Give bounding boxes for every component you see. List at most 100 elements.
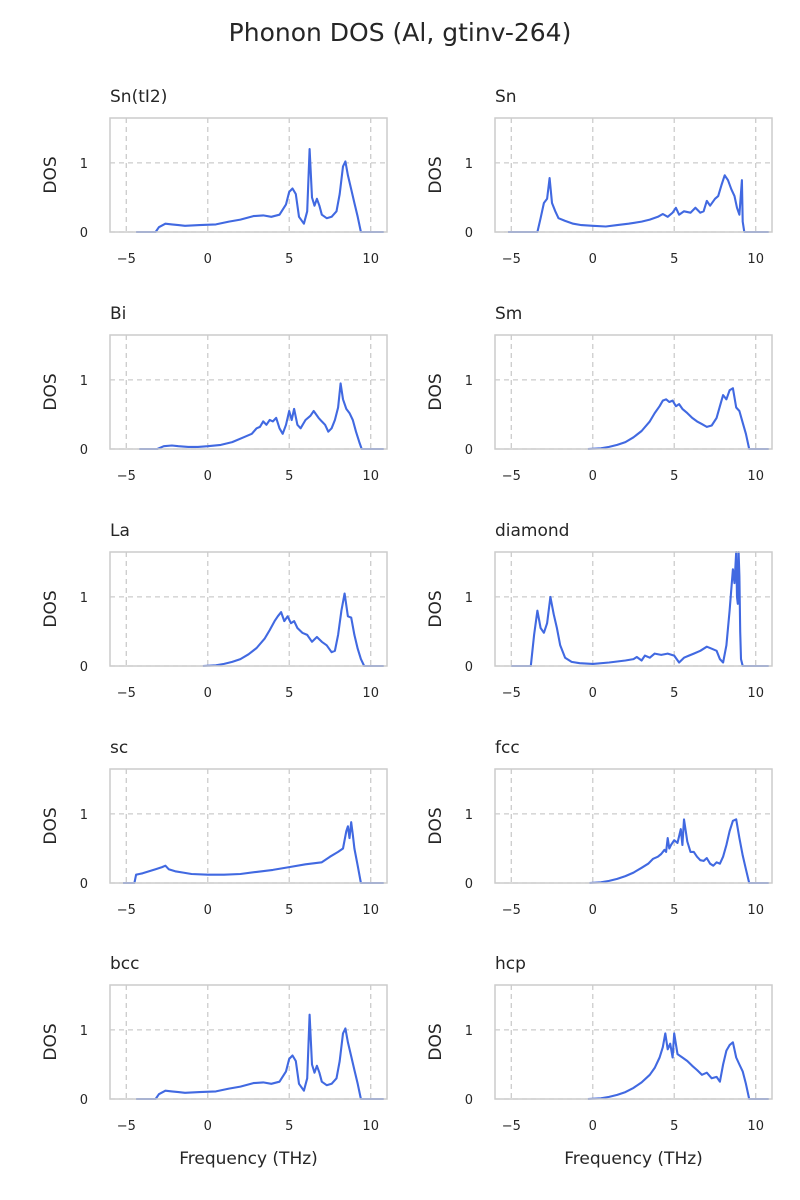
x-tick-label: 5 <box>670 686 678 701</box>
x-tick-label: 0 <box>589 1119 597 1134</box>
x-tick-label: 10 <box>362 686 379 701</box>
panel-title: hcp <box>495 954 526 974</box>
panel-5: La −5 0 5 10 0 1 DOS <box>41 521 388 701</box>
x-tick-label: 5 <box>670 1119 678 1134</box>
panel-3: Bi −5 0 5 10 0 1 DOS <box>41 304 388 484</box>
y-tick-label: 0 <box>465 1093 473 1108</box>
panel-title: sc <box>110 738 128 758</box>
panel-4: Sm −5 0 5 10 0 1 DOS <box>426 304 773 484</box>
panel-title: Sn(tI2) <box>110 87 167 107</box>
dos-series-line <box>136 148 384 234</box>
panel-title: Sn <box>495 87 517 107</box>
dos-series-line <box>587 387 769 451</box>
y-axis-label: DOS <box>426 807 446 844</box>
panel-8: fcc −5 0 5 10 0 1 DOS <box>426 738 773 918</box>
plot-frame <box>109 334 388 450</box>
plot-frame <box>494 768 773 884</box>
x-tick-label: 5 <box>285 252 293 267</box>
x-tick-label: 0 <box>204 252 212 267</box>
y-tick-label: 1 <box>465 157 473 172</box>
plot-frame <box>109 117 388 233</box>
y-tick-label: 0 <box>80 877 88 892</box>
x-tick-label: −5 <box>117 252 136 267</box>
x-tick-label: 5 <box>285 903 293 918</box>
y-tick-label: 0 <box>80 226 88 241</box>
x-tick-label: 0 <box>204 903 212 918</box>
x-tick-label: −5 <box>502 686 521 701</box>
plot-frame <box>109 768 388 884</box>
y-tick-label: 0 <box>465 877 473 892</box>
panel-6: diamond −5 0 5 10 0 1 DOS <box>426 521 773 701</box>
y-tick-label: 1 <box>80 1024 88 1039</box>
y-tick-label: 0 <box>465 443 473 458</box>
y-tick-label: 1 <box>80 157 88 172</box>
x-tick-label: −5 <box>117 1119 136 1134</box>
dos-series-line <box>139 382 384 451</box>
y-tick-label: 0 <box>465 226 473 241</box>
dos-series-line <box>136 1013 384 1101</box>
x-tick-label: 5 <box>285 686 293 701</box>
y-tick-label: 1 <box>80 374 88 389</box>
x-tick-label: 10 <box>747 686 764 701</box>
y-axis-label: DOS <box>426 156 446 193</box>
x-tick-label: 0 <box>204 686 212 701</box>
plot-frame <box>109 984 388 1100</box>
y-tick-label: 0 <box>465 660 473 675</box>
y-axis-label: DOS <box>426 590 446 627</box>
x-tick-label: −5 <box>502 903 521 918</box>
dos-series-line <box>511 550 769 668</box>
x-tick-label: 0 <box>589 686 597 701</box>
x-tick-label: 10 <box>362 903 379 918</box>
panel-title: Sm <box>495 304 522 324</box>
y-tick-label: 1 <box>465 1024 473 1039</box>
y-tick-label: 1 <box>465 591 473 606</box>
y-axis-label: DOS <box>426 1023 446 1060</box>
panel-2: Sn −5 0 5 10 0 1 DOS <box>426 87 773 267</box>
x-tick-label: 5 <box>670 469 678 484</box>
y-axis-label: DOS <box>41 590 61 627</box>
panel-title: diamond <box>495 521 569 541</box>
x-tick-label: 10 <box>362 469 379 484</box>
figure-title: Phonon DOS (Al, gtinv-264) <box>228 18 572 47</box>
y-axis-label: DOS <box>41 156 61 193</box>
x-tick-label: −5 <box>502 1119 521 1134</box>
panel-title: Bi <box>110 304 126 324</box>
y-axis-label: DOS <box>426 373 446 410</box>
dos-series-line <box>587 1032 769 1101</box>
x-tick-label: 5 <box>285 1119 293 1134</box>
panel-title: fcc <box>495 738 520 758</box>
plot-frame <box>494 117 773 233</box>
x-tick-label: 0 <box>589 903 597 918</box>
y-axis-label: DOS <box>41 373 61 410</box>
panel-title: La <box>110 521 130 541</box>
plot-frame <box>109 551 388 667</box>
dos-series-line <box>202 592 384 668</box>
panel-7: sc −5 0 5 10 0 1 DOS <box>41 738 388 918</box>
x-tick-label: 0 <box>204 1119 212 1134</box>
y-tick-label: 1 <box>80 591 88 606</box>
y-axis-label: DOS <box>41 807 61 844</box>
plot-frame <box>494 334 773 450</box>
y-tick-label: 1 <box>465 808 473 823</box>
x-tick-label: 0 <box>204 469 212 484</box>
dos-series-line <box>589 818 769 885</box>
x-tick-label: −5 <box>117 469 136 484</box>
plot-frame <box>494 551 773 667</box>
x-tick-label: 10 <box>362 252 379 267</box>
x-tick-label: −5 <box>502 252 521 267</box>
x-tick-label: 5 <box>670 252 678 267</box>
y-tick-label: 0 <box>80 1093 88 1108</box>
x-tick-label: 5 <box>285 469 293 484</box>
dos-series-line <box>123 821 384 885</box>
y-axis-label: DOS <box>41 1023 61 1060</box>
plot-frame <box>494 984 773 1100</box>
x-tick-label: 5 <box>670 903 678 918</box>
x-axis-label: Frequency (THz) <box>179 1149 318 1169</box>
x-tick-label: −5 <box>117 903 136 918</box>
panel-9: bcc −5 0 5 10 0 1 DOS Frequency (THz) <box>41 954 388 1169</box>
dos-series-line <box>508 174 769 234</box>
x-tick-label: 10 <box>362 1119 379 1134</box>
panel-title: bcc <box>110 954 139 974</box>
x-tick-label: −5 <box>502 469 521 484</box>
